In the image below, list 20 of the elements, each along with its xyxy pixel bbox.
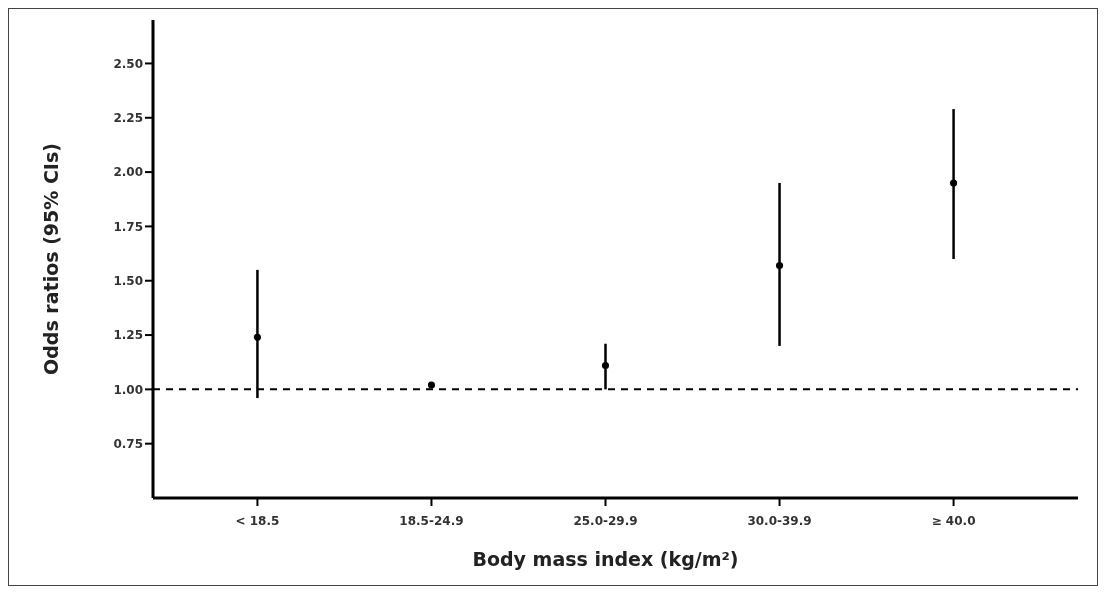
x-tick-label: 25.0-29.9 [573,514,638,528]
y-tick-label: 1.75 [113,219,143,234]
x-tick-label: ≥ 40.0 [931,514,976,528]
y-tick-label: 2.50 [113,56,143,71]
point [775,261,784,270]
x-tick-label: 18.5-24.9 [399,514,464,528]
point [601,361,610,370]
y-tick-label: 0.75 [113,436,143,451]
x-tick-label: < 18.5 [235,514,280,528]
y-tick-label: 2.00 [113,165,143,180]
x-tick-label: 30.0-39.9 [747,514,812,528]
point [950,179,958,187]
y-tick-label: 1.00 [113,382,143,397]
y-tick-label: 1.25 [113,328,143,343]
y-tick-label: 1.50 [113,273,143,288]
x-axis-title: Body mass index (kg/m²) [472,548,739,570]
point [427,381,436,389]
point [253,333,261,341]
y-tick-label: 2.25 [113,110,143,125]
y-axis-title: Odds ratios (95% CIs) [40,143,62,375]
